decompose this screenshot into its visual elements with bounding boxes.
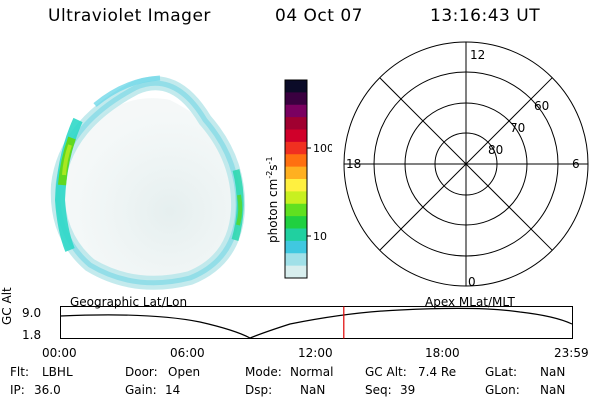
altitude-ytick-top: 9.0 (22, 306, 42, 320)
polar-mlt-12: 12 (470, 48, 485, 62)
auroral-image (50, 75, 246, 290)
top-arc (93, 75, 161, 107)
status-mode-value: Normal (290, 365, 334, 379)
colorbar-swatch (285, 166, 307, 180)
dusk-band-core (236, 194, 243, 226)
status-mode-label: Mode: (245, 365, 282, 379)
status-glon-value: NaN (540, 383, 566, 397)
colorbar-swatch (285, 265, 307, 279)
colorbar-swatch (285, 154, 307, 168)
colorbar-swatch (285, 92, 307, 106)
status-gain-value: 14 (165, 383, 181, 397)
colorbar-tick-10-label: 10 (313, 230, 327, 243)
polar-mlt-0: 0 (468, 275, 476, 289)
polar-mlt-18: 18 (346, 157, 361, 171)
status-glat-label: GLat: (485, 365, 518, 379)
colorbar-swatch (285, 253, 307, 267)
status-dsp-value: NaN (300, 383, 326, 397)
colorbar-unit-label: photon cm-2s-1 (265, 156, 280, 243)
altitude-curve (60, 307, 573, 339)
status-gcalt-label: GC Alt: (365, 365, 407, 379)
colorbar-swatch (285, 191, 307, 205)
colorbar-swatch (285, 129, 307, 143)
colorbar-scale (285, 80, 307, 279)
observation-date: 04 Oct 07 (275, 6, 363, 26)
colorbar-swatch (285, 179, 307, 192)
observation-time: 13:16:43 UT (430, 6, 541, 26)
colorbar-swatch (285, 228, 307, 242)
xtick-2359: 23:59 (554, 346, 589, 360)
polar-mlt-6: 6 (572, 157, 580, 171)
apex-label: Apex MLat/MLT (425, 295, 515, 309)
colorbar-swatch (285, 117, 307, 131)
colorbar: 100 10 photon cm-2s-1 (265, 79, 332, 279)
status-ip-value: 36.0 (34, 383, 61, 397)
dayglow-haze (54, 98, 241, 281)
altitude-plot-frame (60, 306, 573, 339)
status-flt-value: LBHL (42, 365, 73, 379)
xtick-0000: 00:00 (42, 346, 77, 360)
colorbar-swatch (285, 216, 307, 230)
colorbar-swatch (285, 203, 307, 217)
status-door-label: Door: (125, 365, 158, 379)
status-door-value: Open (168, 365, 201, 379)
colorbar-swatch (285, 141, 307, 155)
altitude-ylabel: GC Alt (0, 287, 14, 325)
polar-plot: 12 18 6 0 60 70 80 (343, 41, 589, 289)
instrument-title: Ultraviolet Imager (48, 6, 211, 26)
status-gain-label: Gain: (125, 383, 157, 397)
status-seq-value: 39 (400, 383, 416, 397)
colorbar-swatch (285, 80, 307, 93)
xtick-1200: 12:00 (298, 346, 333, 360)
status-ip-label: IP: (10, 383, 25, 397)
altitude-ytick-bottom: 1.8 (22, 328, 42, 342)
colorbar-tick-100-label: 100 (313, 142, 332, 155)
polar-lat-80: 80 (488, 143, 503, 157)
status-glon-label: GLon: (485, 383, 520, 397)
colorbar-frame (284, 79, 308, 279)
status-dsp-label: Dsp: (245, 383, 273, 397)
xtick-1800: 18:00 (425, 346, 460, 360)
altitude-plot (60, 306, 573, 339)
status-glat-value: NaN (540, 365, 566, 379)
status-gcalt-value: 7.4 Re (418, 365, 457, 379)
status-flt-label: Flt: (10, 365, 29, 379)
xtick-0600: 06:00 (170, 346, 205, 360)
polar-diagonal-2 (379, 77, 553, 251)
status-seq-label: Seq: (365, 383, 392, 397)
polar-lat-60: 60 (534, 99, 549, 113)
colorbar-swatch (285, 240, 307, 254)
bright-arc-core (62, 144, 72, 176)
geographic-label: Geographic Lat/Lon (70, 295, 188, 309)
colorbar-swatch (285, 104, 307, 118)
polar-lat-70: 70 (510, 121, 525, 135)
